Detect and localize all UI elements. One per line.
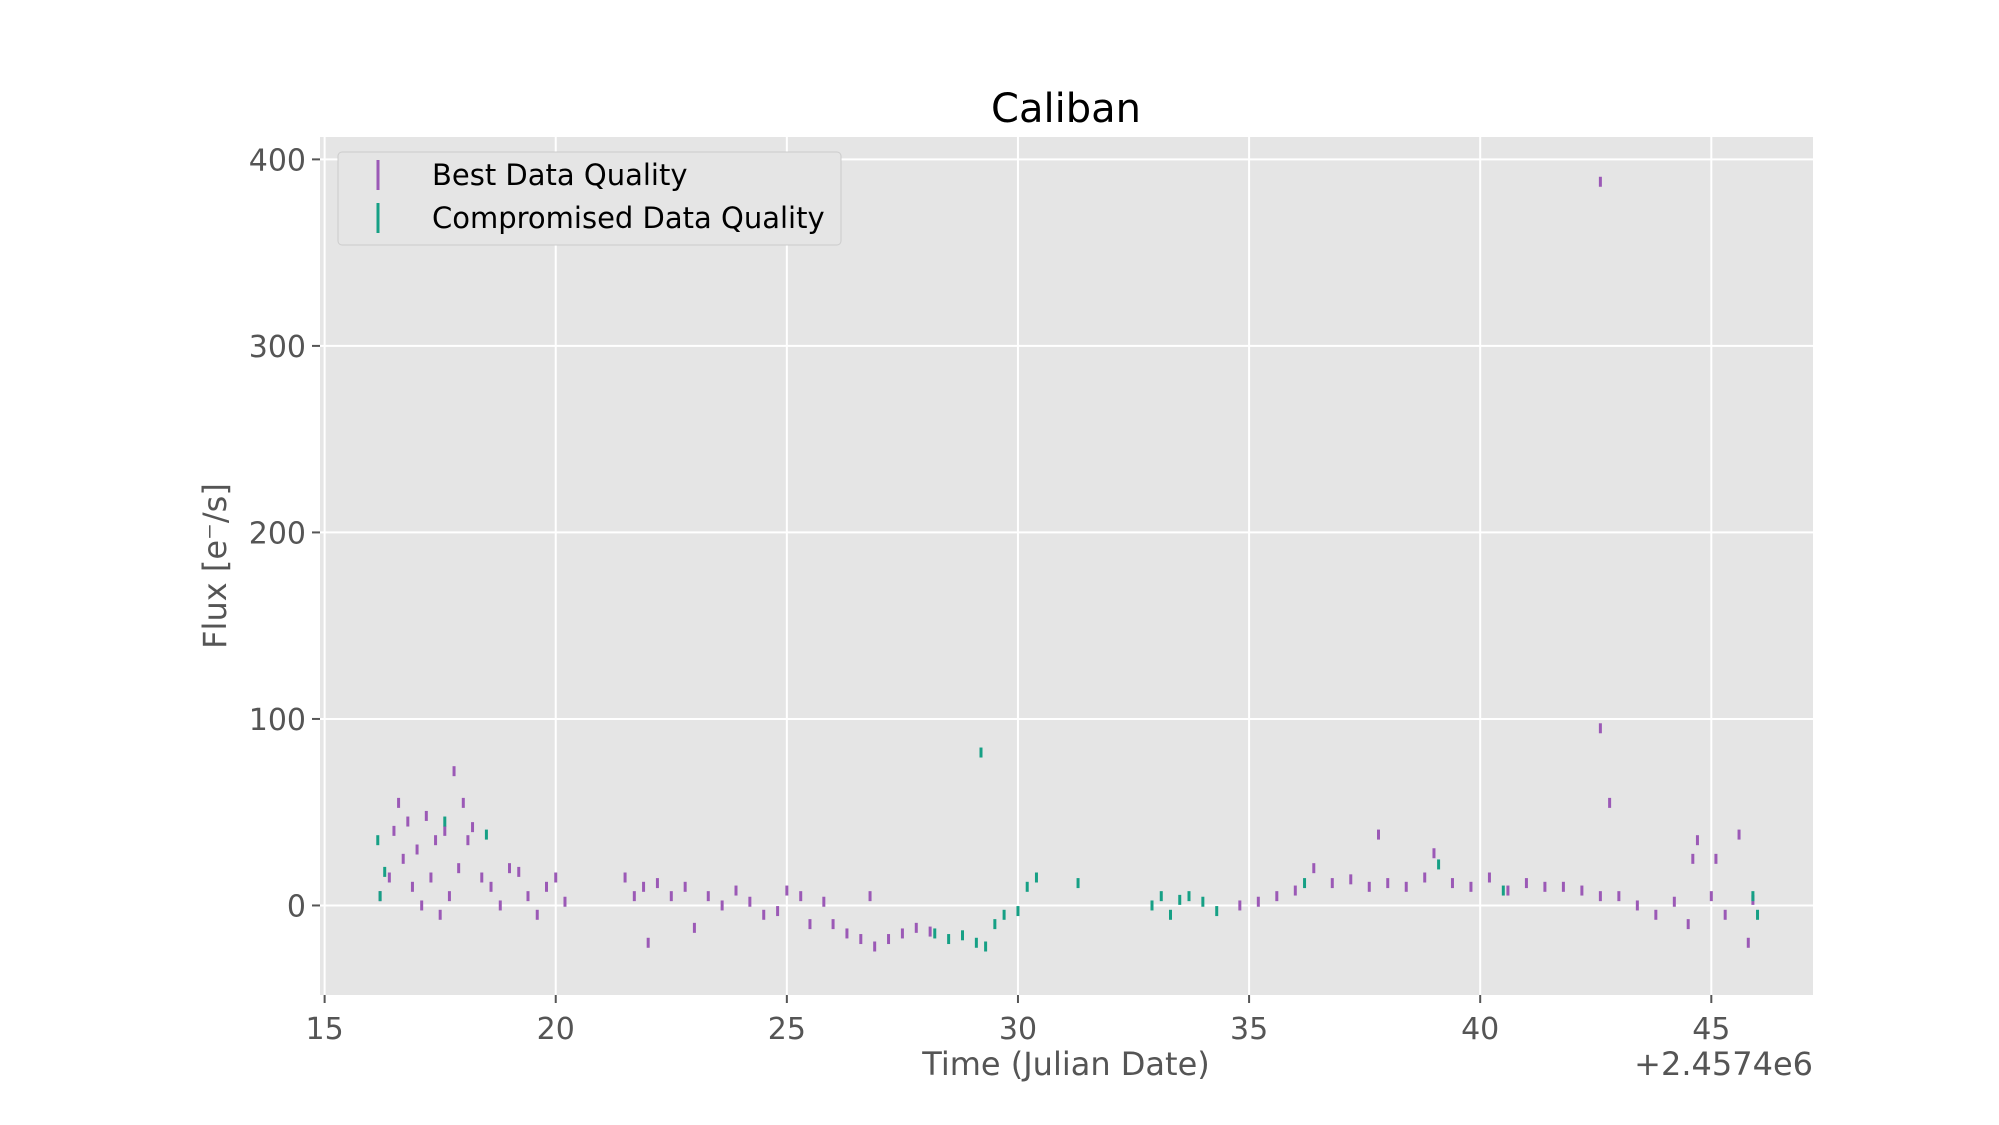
y-axis-label: Flux [e⁻/s] <box>196 483 234 649</box>
x-axis-label: Time (Julian Date) <box>921 1045 1210 1083</box>
data-points <box>376 176 1760 952</box>
plot-area <box>320 137 1813 995</box>
y-tick-label: 0 <box>287 889 306 924</box>
chart-title: Caliban <box>991 86 1141 132</box>
legend-label-best: Best Data Quality <box>432 158 688 192</box>
x-tick-label: 30 <box>999 1012 1037 1047</box>
ticks: 15 20 25 30 35 40 45 0 100 200 300 400 <box>249 143 1731 1047</box>
y-tick-label: 100 <box>249 703 306 738</box>
x-tick-label: 40 <box>1461 1012 1499 1047</box>
legend-box <box>337 151 842 246</box>
x-tick-label: 35 <box>1230 1012 1268 1047</box>
x-offset-label: +2.4574e6 <box>1634 1045 1813 1083</box>
x-tick-label: 45 <box>1692 1012 1730 1047</box>
y-tick-label: 400 <box>249 143 306 178</box>
legend: Best Data Quality Compromised Data Quali… <box>337 151 842 246</box>
y-tick-label: 300 <box>249 330 306 365</box>
x-tick-label: 25 <box>768 1012 806 1047</box>
legend-label-compromised: Compromised Data Quality <box>432 201 825 235</box>
x-tick-label: 20 <box>537 1012 575 1047</box>
x-tick-label: 15 <box>306 1012 344 1047</box>
y-tick-label: 200 <box>249 516 306 551</box>
